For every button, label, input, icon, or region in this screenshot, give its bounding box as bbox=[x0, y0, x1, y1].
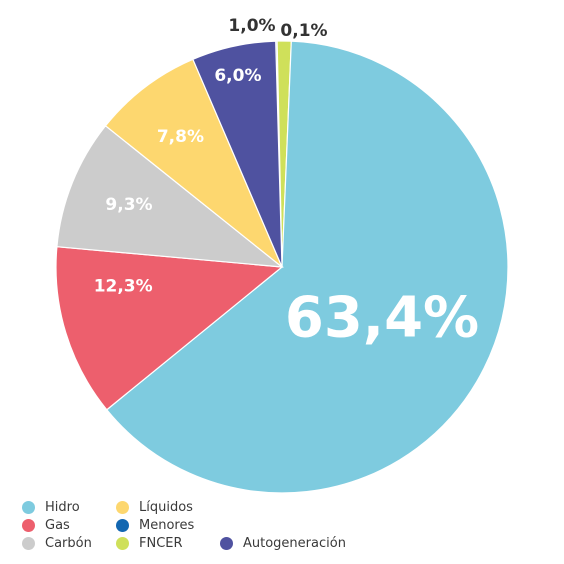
legend-label: Menores bbox=[139, 517, 195, 533]
slice-value-label-carbon: 9,3% bbox=[105, 195, 152, 215]
legend-item-liquidos: Líquidos bbox=[116, 498, 193, 516]
legend-label: Carbón bbox=[45, 535, 92, 551]
pie-slice-carbon bbox=[56, 124, 284, 268]
legend-item-autogeneracion: Autogeneración bbox=[220, 534, 346, 552]
legend-swatch-icon bbox=[116, 500, 129, 514]
pie-slice-gas bbox=[55, 246, 284, 411]
slice-value-label-menores: 0,1% bbox=[280, 21, 327, 41]
legend-swatch-icon bbox=[22, 518, 35, 532]
slice-value-label-hidro: 63,4% bbox=[285, 286, 479, 351]
legend-label: Hidro bbox=[45, 499, 80, 515]
legend-swatch-icon bbox=[116, 536, 129, 550]
slice-value-label-fncer: 1,0% bbox=[228, 16, 275, 36]
legend-item-hidro: Hidro bbox=[22, 498, 80, 516]
legend-swatch-icon bbox=[22, 500, 35, 514]
slice-value-label-autogeneracion: 6,0% bbox=[214, 66, 261, 86]
legend-swatch-icon bbox=[220, 536, 233, 550]
pie-slice-autogeneracion bbox=[192, 40, 283, 268]
slice-value-label-gas: 12,3% bbox=[94, 276, 153, 296]
pie-slice-hidro bbox=[105, 40, 509, 494]
legend-item-carbon: Carbón bbox=[22, 534, 92, 552]
legend-label: Gas bbox=[45, 517, 70, 533]
legend-label: Autogeneración bbox=[243, 535, 346, 551]
legend-swatch-icon bbox=[116, 518, 129, 532]
pie-slice-liquidos bbox=[104, 58, 283, 268]
legend-item-fncer: FNCER bbox=[116, 534, 183, 552]
legend-label: Líquidos bbox=[139, 499, 193, 515]
slice-value-label-liquidos: 7,8% bbox=[157, 127, 204, 147]
legend-label: FNCER bbox=[139, 535, 183, 551]
legend-swatch-icon bbox=[22, 536, 35, 550]
legend-item-gas: Gas bbox=[22, 516, 70, 534]
legend-item-menores: Menores bbox=[116, 516, 194, 534]
